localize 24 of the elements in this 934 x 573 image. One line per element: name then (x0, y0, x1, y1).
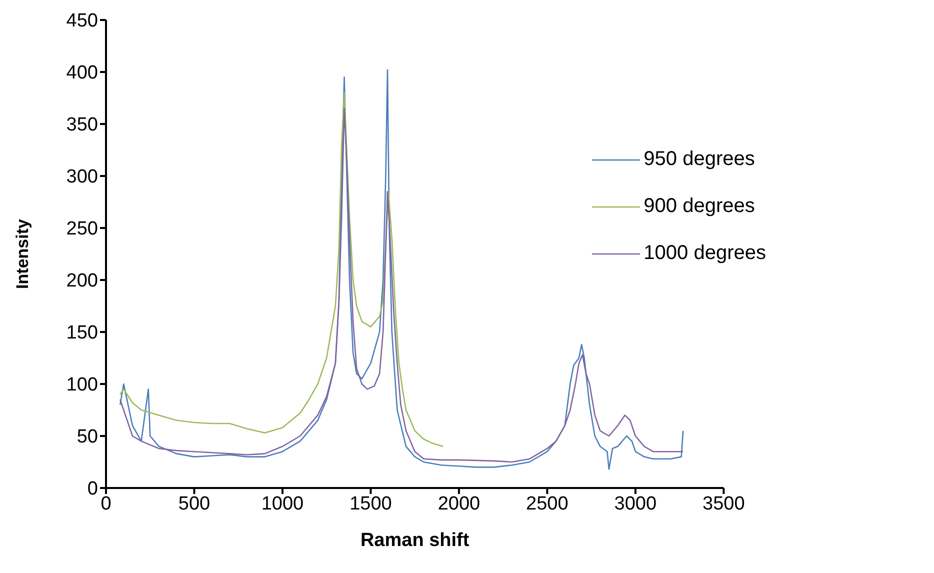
x-tick-label: 1000 (261, 493, 304, 514)
legend-label: 1000 degrees (644, 242, 766, 265)
x-tick-label: 1500 (350, 493, 392, 514)
y-axis-title: Intensity (13, 218, 32, 289)
x-tick-label: 2000 (438, 493, 480, 514)
x-tick-label: 500 (178, 493, 210, 514)
y-tick-label: 100 (66, 374, 98, 396)
line-series (119, 92, 444, 448)
y-tick-label: 450 (66, 10, 98, 32)
x-tick-label: 3500 (702, 493, 745, 514)
y-tick-label: 150 (66, 322, 98, 344)
y-tick-label: 0 (87, 478, 98, 500)
x-axis-title: Raman shift (360, 530, 470, 551)
y-tick-label: 200 (66, 270, 98, 292)
legend-label: 900 degrees (644, 195, 755, 218)
y-tick-label: 250 (66, 218, 98, 240)
legend-label: 950 degrees (644, 148, 755, 171)
y-tick-label: 400 (66, 62, 98, 84)
y-tick-label: 300 (66, 166, 98, 188)
x-tick-label: 2500 (526, 493, 568, 514)
x-tick-label: 0 (100, 493, 112, 514)
y-tick-label: 50 (76, 426, 98, 448)
y-tick-label: 350 (66, 114, 98, 136)
x-tick-label: 3000 (614, 493, 657, 514)
